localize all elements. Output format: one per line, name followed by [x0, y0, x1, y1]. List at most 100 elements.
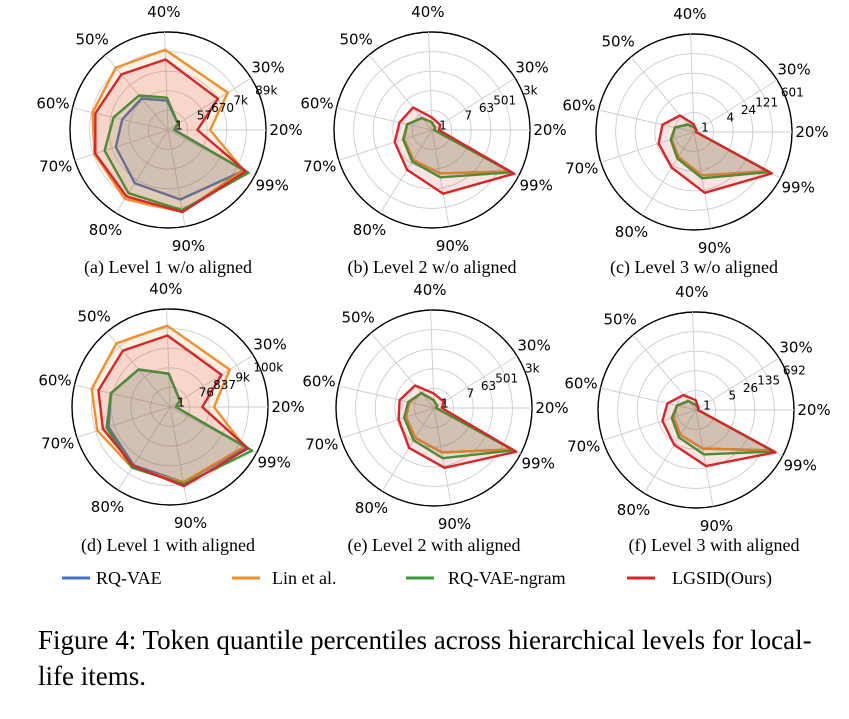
radial-tick-label: 4 — [727, 110, 735, 124]
radar-spoke — [428, 32, 433, 131]
angle-tick-label: 80% — [617, 501, 650, 519]
angle-tick-label: 20% — [271, 398, 304, 416]
radar-spoke — [74, 384, 171, 408]
subplot-title: (d) Level 1 with aligned — [81, 535, 255, 556]
radial-tick-label: 5 — [729, 388, 737, 402]
angle-tick-label: 80% — [89, 221, 122, 239]
angle-tick-label: 60% — [36, 94, 69, 112]
radar-spoke — [693, 131, 712, 229]
radar-spoke — [630, 56, 695, 133]
angle-tick-label: 20% — [797, 401, 830, 419]
angle-tick-label: 99% — [520, 176, 553, 194]
angle-tick-label: 70% — [567, 437, 600, 455]
angle-tick-label: 60% — [300, 94, 333, 112]
radar-spoke — [167, 77, 252, 131]
angle-tick-label: 20% — [795, 123, 828, 141]
radar-spoke — [641, 131, 695, 216]
angle-tick-label: 70% — [41, 434, 74, 452]
angle-tick-label: 30% — [251, 58, 284, 76]
radial-tick-label: 3k — [523, 83, 538, 97]
radial-tick-label: 1 — [701, 121, 709, 135]
radar-spoke — [338, 129, 433, 161]
radar-spoke — [695, 409, 714, 507]
angle-tick-label: 40% — [673, 5, 706, 23]
radar-spoke — [643, 409, 697, 494]
radial-tick-label: 692 — [783, 363, 806, 377]
radial-tick-label: 57 — [197, 108, 212, 122]
angle-tick-label: 50% — [341, 309, 374, 327]
radial-tick-label: 1 — [439, 119, 447, 133]
radar-spoke — [695, 357, 780, 411]
angle-tick-label: 50% — [603, 311, 636, 329]
subplot-title: (c) Level 3 w/o aligned — [610, 257, 778, 278]
radial-tick-label: 7 — [467, 386, 475, 400]
radar-spoke — [76, 406, 171, 438]
angle-tick-label: 90% — [436, 237, 469, 255]
radar-spoke — [164, 32, 169, 131]
radar-spoke — [169, 406, 188, 504]
radial-tick-label: 26 — [743, 381, 758, 395]
angle-tick-label: 80% — [355, 499, 388, 517]
radial-tick-label: 89k — [255, 83, 277, 97]
radar-spoke — [598, 109, 695, 133]
angle-tick-label: 90% — [700, 517, 733, 535]
angle-tick-label: 70% — [39, 157, 72, 175]
angle-tick-label: 60% — [38, 371, 71, 389]
radar-spoke — [379, 129, 433, 214]
radial-tick-label: 121 — [755, 96, 778, 110]
angle-tick-label: 20% — [533, 121, 566, 139]
radial-tick-label: 1 — [441, 397, 449, 411]
subplot-title: (a) Level 1 w/o aligned — [84, 257, 252, 278]
radial-tick-label: 1 — [175, 119, 183, 133]
radar-spoke — [692, 312, 697, 411]
angle-tick-label: 80% — [353, 221, 386, 239]
angle-tick-label: 80% — [615, 223, 648, 241]
angle-tick-label: 40% — [149, 280, 182, 298]
radial-tick-label: 63 — [481, 379, 496, 393]
radar-spoke — [430, 310, 435, 409]
angle-tick-label: 99% — [258, 453, 291, 471]
radial-tick-label: 1 — [177, 396, 185, 410]
radar-spoke — [117, 406, 171, 491]
series-lgsid-ours — [657, 114, 774, 195]
angle-tick-label: 70% — [565, 159, 598, 177]
angle-tick-label: 90% — [698, 239, 731, 257]
series-lgsid-ours — [97, 334, 250, 488]
series-lgsid-ours — [94, 58, 248, 214]
angle-tick-label: 70% — [305, 435, 338, 453]
legend-label: RQ-VAE-ngram — [448, 568, 566, 588]
radial-tick-label: 76 — [199, 385, 214, 399]
angle-tick-label: 50% — [339, 31, 372, 49]
radial-tick-label: 7 — [465, 108, 473, 122]
figure-caption: Figure 4: Token quantile percentiles acr… — [38, 625, 812, 691]
radar-spoke — [632, 334, 697, 411]
radial-tick-label: 24 — [741, 103, 756, 117]
series-lgsid-ours — [393, 106, 516, 195]
legend-label: Lin et al. — [272, 568, 336, 588]
subplot-title: (b) Level 2 w/o aligned — [348, 257, 517, 278]
angle-tick-label: 50% — [75, 31, 108, 49]
radar-spoke — [433, 407, 452, 505]
radar-spoke — [693, 79, 778, 133]
angle-tick-label: 99% — [256, 176, 289, 194]
angle-tick-label: 90% — [174, 514, 207, 532]
angle-tick-label: 30% — [777, 60, 810, 78]
series-lgsid-ours — [661, 393, 777, 468]
radial-tick-label: 7k — [233, 94, 248, 108]
radar-spoke — [602, 409, 697, 441]
radar-spoke — [381, 407, 435, 492]
angle-tick-label: 30% — [779, 338, 812, 356]
radar-spoke — [338, 385, 435, 409]
angle-tick-label: 20% — [269, 121, 302, 139]
angle-tick-label: 20% — [535, 399, 568, 417]
radial-tick-label: 601 — [781, 85, 804, 99]
radial-tick-label: 837 — [213, 378, 236, 392]
angle-tick-label: 70% — [303, 157, 336, 175]
radial-tick-label: 1 — [703, 399, 711, 413]
angle-tick-label: 30% — [515, 58, 548, 76]
angle-tick-label: 99% — [784, 456, 817, 474]
